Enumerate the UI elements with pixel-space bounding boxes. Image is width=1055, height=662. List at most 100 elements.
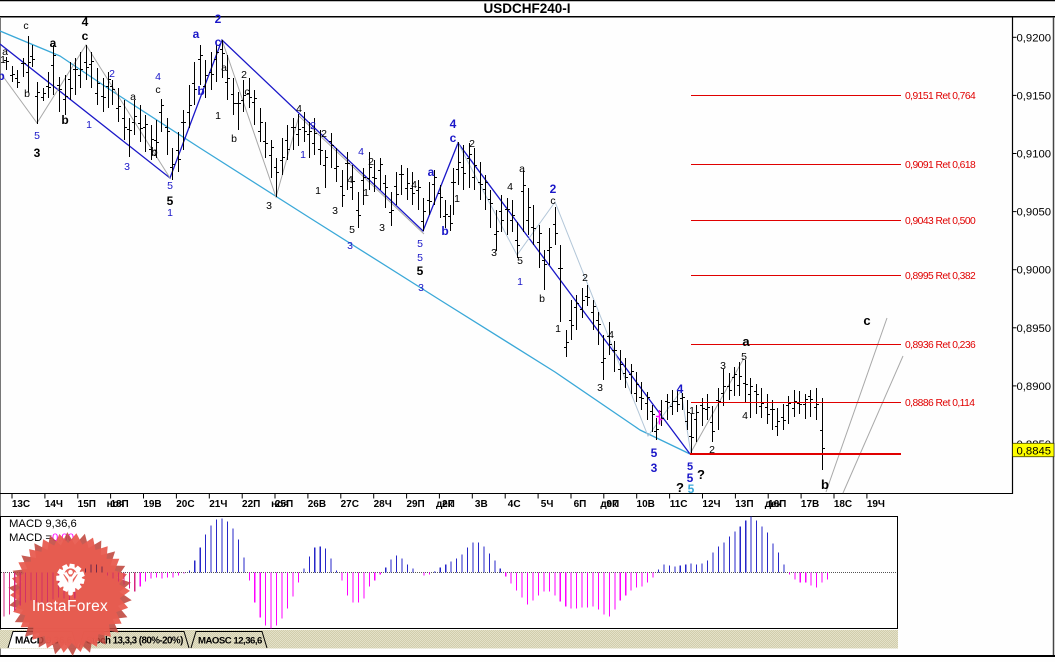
svg-text:a: a	[2, 46, 8, 58]
svg-text:19В: 19В	[143, 499, 161, 510]
svg-text:1: 1	[454, 193, 460, 205]
svg-text:3: 3	[332, 205, 338, 217]
svg-text:c: c	[244, 86, 249, 98]
svg-text:c: c	[82, 29, 89, 43]
svg-text:2: 2	[368, 156, 374, 168]
svg-text:дек: дек	[436, 499, 454, 510]
svg-text:MAOSC 12,36,6: MAOSC 12,36,6	[198, 636, 262, 647]
svg-text:a: a	[50, 36, 57, 50]
svg-text:2: 2	[310, 120, 316, 132]
svg-text:b: b	[539, 293, 545, 305]
svg-text:19Ч: 19Ч	[867, 499, 885, 510]
svg-text:1: 1	[215, 110, 221, 122]
svg-text:c: c	[550, 195, 555, 207]
svg-text:Stoch 13,3,3 (80%-20%): Stoch 13,3,3 (80%-20%)	[86, 636, 183, 647]
svg-text:20С: 20С	[176, 499, 194, 510]
svg-text:3: 3	[379, 222, 385, 234]
svg-text:b: b	[61, 113, 68, 127]
svg-text:c: c	[23, 20, 28, 32]
svg-text:4: 4	[358, 146, 364, 158]
svg-text:0,9150: 0,9150	[1017, 90, 1052, 102]
svg-text:2: 2	[215, 12, 222, 26]
svg-text:11С: 11С	[670, 499, 688, 510]
svg-text:b: b	[197, 84, 204, 98]
svg-text:3: 3	[124, 161, 130, 173]
svg-text:0,9000: 0,9000	[1017, 265, 1052, 277]
svg-text:c: c	[863, 313, 870, 328]
svg-text:5: 5	[517, 255, 523, 267]
svg-text:2: 2	[582, 272, 588, 284]
svg-text:0,9091 Ret 0,618: 0,9091 Ret 0,618	[905, 160, 976, 171]
svg-text:3: 3	[418, 282, 424, 294]
svg-text:4: 4	[347, 174, 353, 186]
svg-text:a: a	[221, 62, 227, 74]
svg-text:14Ч: 14Ч	[45, 499, 63, 510]
svg-text:2: 2	[550, 182, 557, 196]
svg-text:3: 3	[491, 247, 497, 259]
svg-text:0,9043 Ret 0,500: 0,9043 Ret 0,500	[905, 216, 976, 227]
svg-text:a: a	[193, 27, 200, 41]
svg-text:5: 5	[167, 194, 174, 208]
svg-text:4: 4	[507, 181, 513, 193]
svg-text:c: c	[215, 35, 222, 49]
svg-text:4: 4	[450, 117, 457, 131]
svg-text:17В: 17В	[801, 499, 819, 510]
svg-text:3: 3	[266, 200, 272, 212]
svg-text:0,9151 Ret 0,764: 0,9151 Ret 0,764	[905, 91, 976, 102]
svg-text:2: 2	[321, 128, 327, 140]
svg-text:16П: 16П	[768, 499, 786, 510]
svg-text:b: b	[231, 133, 237, 145]
svg-text:1: 1	[517, 276, 523, 288]
svg-text:MACD =: MACD =	[9, 532, 52, 544]
svg-text:3В: 3В	[475, 499, 488, 510]
svg-text:?: ?	[676, 480, 684, 495]
svg-text:28Ч: 28Ч	[374, 499, 392, 510]
svg-text:4: 4	[411, 179, 417, 191]
svg-text:2П: 2П	[442, 499, 455, 510]
svg-text:3: 3	[651, 461, 658, 475]
svg-text:1: 1	[0, 54, 6, 66]
svg-text:b: b	[0, 69, 5, 83]
svg-text:0,8995 Ret 0,382: 0,8995 Ret 0,382	[905, 271, 976, 282]
svg-text:MACD 9,36,6: MACD 9,36,6	[9, 518, 77, 530]
svg-text:21Ч: 21Ч	[209, 499, 227, 510]
svg-text:0,8950: 0,8950	[1017, 323, 1052, 335]
svg-text:5: 5	[167, 180, 173, 192]
svg-text:5: 5	[687, 461, 693, 473]
svg-text:13С: 13С	[12, 499, 30, 510]
svg-text:5Ч: 5Ч	[541, 499, 554, 510]
svg-text:ноя: ноя	[107, 499, 125, 510]
svg-text:4: 4	[82, 15, 89, 29]
svg-text:18С: 18С	[834, 499, 852, 510]
svg-text:2: 2	[469, 138, 475, 150]
svg-text:3: 3	[720, 360, 726, 372]
svg-text:0,9200: 0,9200	[1017, 32, 1052, 44]
svg-text:0,9050: 0,9050	[1017, 207, 1052, 219]
svg-text:b: b	[24, 88, 30, 100]
svg-text:USDCHF240-I: USDCHF240-I	[483, 1, 570, 16]
svg-text:10В: 10В	[637, 499, 655, 510]
svg-text:4С: 4С	[508, 499, 521, 510]
svg-text:дек: дек	[765, 499, 783, 510]
svg-text:6П: 6П	[574, 499, 587, 510]
svg-text:5: 5	[651, 446, 658, 460]
svg-text:?: ?	[697, 467, 705, 482]
svg-text:5: 5	[687, 471, 694, 485]
svg-text:0,8936 Ret 0,236: 0,8936 Ret 0,236	[905, 340, 976, 351]
svg-text:5: 5	[417, 264, 424, 278]
svg-text:13П: 13П	[735, 499, 753, 510]
svg-text:a: a	[519, 163, 525, 175]
svg-text:5: 5	[417, 252, 423, 264]
svg-text:1: 1	[167, 207, 173, 219]
svg-text:0,9100: 0,9100	[1017, 149, 1052, 161]
svg-text:5: 5	[349, 224, 355, 236]
svg-text:3: 3	[34, 146, 41, 160]
svg-text:0,8845: 0,8845	[1017, 445, 1052, 457]
svg-text:2: 2	[109, 68, 115, 80]
svg-text:3: 3	[597, 382, 603, 394]
svg-text:b: b	[821, 477, 829, 492]
svg-text:27С: 27С	[341, 499, 359, 510]
svg-text:15П: 15П	[78, 499, 96, 510]
svg-text:дек: дек	[600, 499, 618, 510]
svg-text:3: 3	[347, 240, 353, 252]
